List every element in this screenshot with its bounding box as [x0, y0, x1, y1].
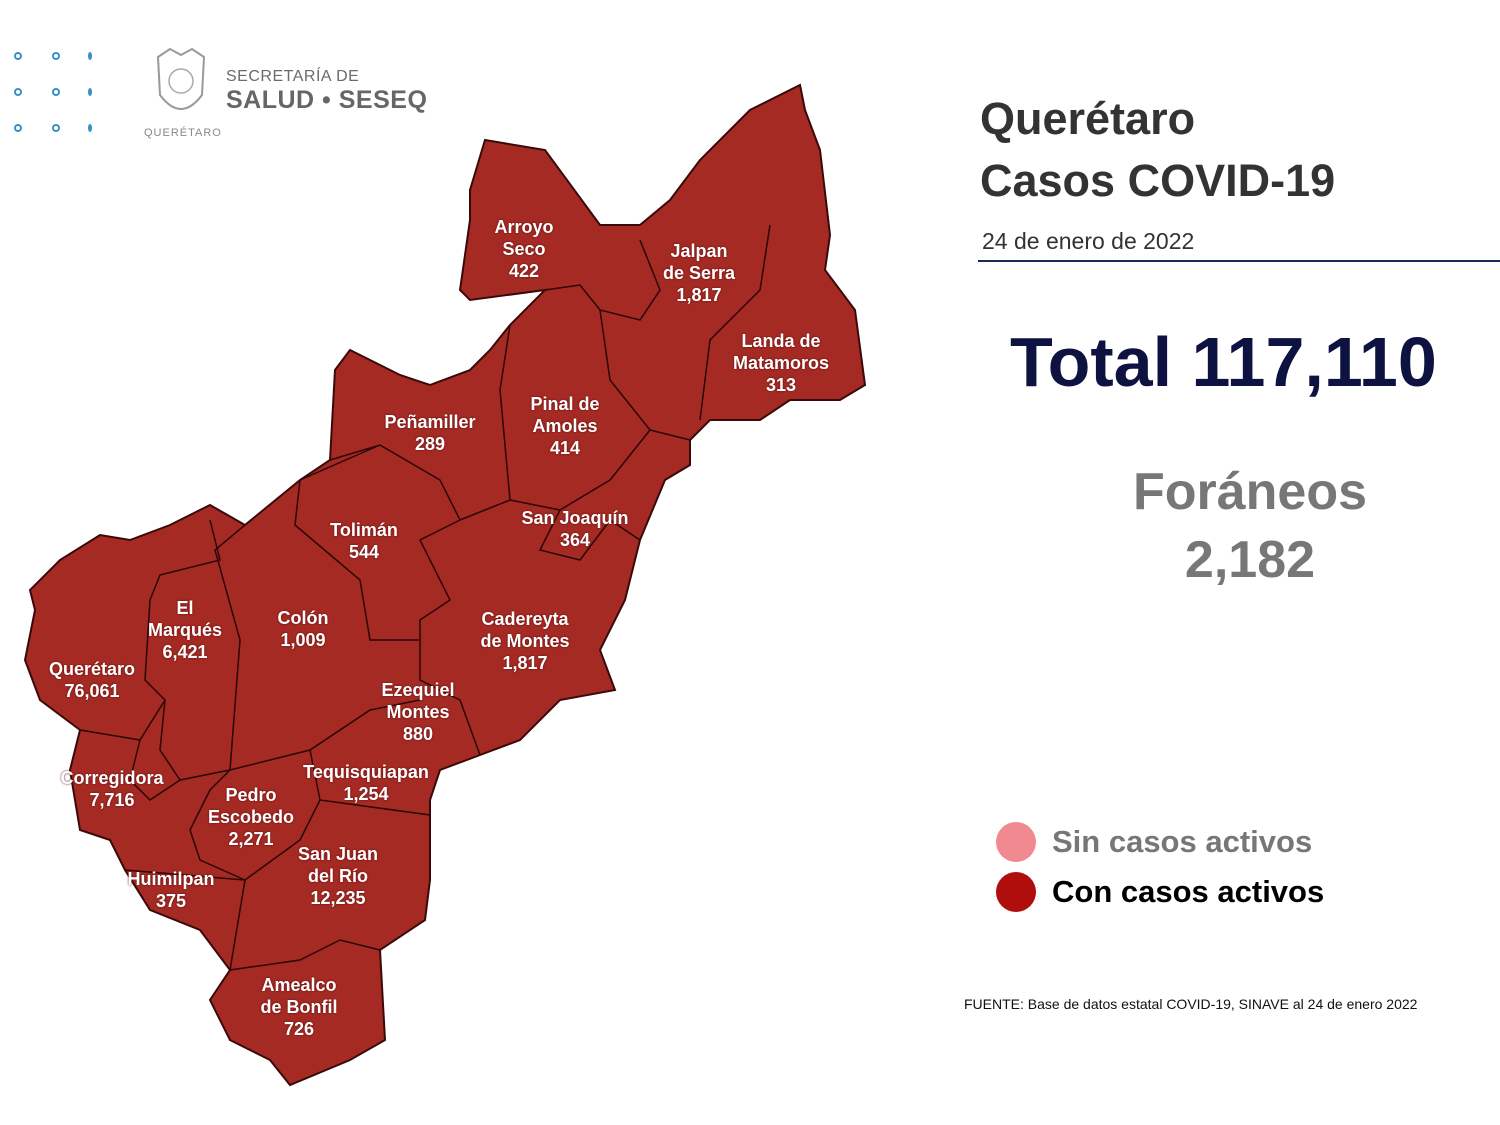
legend-item-sin-casos: Sin casos activos: [996, 822, 1312, 862]
queretaro-map: [23, 83, 867, 1087]
municipality-cases: 76,061: [64, 681, 120, 701]
municipality-cases: 414: [549, 438, 581, 458]
municipality-cases: 313: [765, 375, 797, 395]
municipality-name: Jalpan: [670, 241, 728, 261]
municipality-name: Querétaro: [48, 659, 136, 679]
title-subject: Casos COVID-19: [980, 155, 1336, 206]
legend-item-con-casos: Con casos activos: [996, 872, 1324, 912]
municipality-label: Tolimán 544: [330, 519, 398, 563]
municipality-label: Pinal de Amoles 414: [530, 393, 599, 459]
municipality-name: San Joaquín: [521, 508, 629, 528]
state-outline: [23, 83, 867, 1087]
coat-of-arms-icon: [156, 47, 206, 110]
foraneos-value: 2,182: [1184, 531, 1316, 589]
municipality-label: San Juan del Río 12,235: [298, 843, 378, 909]
municipality-name: Landa de: [741, 331, 821, 351]
municipality-cases: 1,817: [676, 285, 722, 305]
municipality-label: Huimilpan 375: [127, 868, 214, 912]
municipality-name: Seco: [502, 239, 546, 259]
logo-text-state: QUERÉTARO: [144, 127, 222, 139]
municipality-name: Escobedo: [207, 807, 295, 827]
municipality-label: Arroyo Seco 422: [494, 216, 553, 282]
municipality-cases: 7,716: [89, 790, 135, 810]
municipality-name: Arroyo: [494, 217, 554, 237]
page-title: Querétaro Casos COVID-19: [980, 88, 1335, 212]
legend-swatch-red: [996, 872, 1036, 912]
foraneos-label: Foráneos: [1132, 463, 1368, 521]
municipality-label: Pedro Escobedo 2,271: [208, 784, 294, 850]
divider: [978, 260, 1500, 262]
total-cases: Total 117,110: [1010, 323, 1437, 401]
municipality-label: Colón 1,009: [278, 607, 329, 651]
municipality-label: Ezequiel Montes 880: [381, 679, 454, 745]
municipality-label: El Marqués 6,421: [148, 597, 222, 663]
municipal-boundaries: [79, 224, 771, 971]
municipality-name: Cadereyta: [481, 609, 569, 629]
municipality-label: Corregidora 7,716: [60, 767, 163, 811]
municipality-name: Ezequiel: [381, 680, 455, 700]
decorative-dots: [12, 50, 102, 135]
title-state: Querétaro: [980, 93, 1196, 144]
municipality-name: San Juan: [297, 844, 379, 864]
municipality-cases: 880: [402, 724, 434, 744]
municipality-name: Pinal de: [530, 394, 600, 414]
municipality-name: Pedro: [225, 785, 277, 805]
municipality-cases: 289: [414, 434, 446, 454]
municipality-name: Colón: [277, 608, 329, 628]
legend-swatch-pink: [996, 822, 1036, 862]
foraneos-block: Foráneos 2,182: [1100, 458, 1400, 594]
municipality-name: del Río: [307, 866, 368, 886]
municipality-cases: 2,271: [228, 829, 274, 849]
municipality-label: Cadereyta de Montes 1,817: [480, 608, 569, 674]
municipality-cases: 544: [348, 542, 380, 562]
municipality-name: Corregidora: [60, 768, 164, 788]
municipality-label: San Joaquín 364: [521, 507, 628, 551]
municipality-name: El: [176, 598, 194, 618]
municipality-label: Querétaro 76,061: [49, 658, 135, 702]
logo-text-salud: SALUD • SESEQ: [226, 86, 428, 114]
municipality-cases: 364: [559, 530, 591, 550]
municipality-cases: 422: [508, 261, 540, 281]
municipality-name: Matamoros: [732, 353, 830, 373]
municipality-label: Landa de Matamoros 313: [733, 330, 829, 396]
municipality-cases: 375: [155, 891, 187, 911]
municipality-cases: 1,009: [280, 630, 326, 650]
source-note: FUENTE: Base de datos estatal COVID-19, …: [964, 996, 1418, 1012]
municipality-name: Marqués: [147, 620, 223, 640]
municipality-label: Tequisquiapan 1,254: [303, 761, 429, 805]
municipality-name: Montes: [386, 702, 450, 722]
legend-label: Sin casos activos: [1052, 824, 1313, 859]
municipality-name: de Bonfil: [260, 997, 338, 1017]
municipality-name: Huimilpan: [127, 869, 215, 889]
municipality-cases: 12,235: [310, 888, 366, 908]
municipality-name: Amoles: [532, 416, 598, 436]
municipality-name: Tequisquiapan: [303, 762, 429, 782]
municipality-name: de Montes: [480, 631, 570, 651]
municipality-label: Peñamiller 289: [384, 411, 475, 455]
municipality-cases: 6,421: [162, 642, 208, 662]
municipality-cases: 1,254: [343, 784, 389, 804]
municipality-label: Amealco de Bonfil 726: [261, 974, 338, 1040]
municipality-label: Jalpan de Serra 1,817: [663, 240, 735, 306]
municipality-name: Tolimán: [330, 520, 398, 540]
municipality-name: Peñamiller: [384, 412, 476, 432]
municipality-cases: 1,817: [502, 653, 548, 673]
report-date: 24 de enero de 2022: [982, 228, 1195, 254]
legend-label: Con casos activos: [1052, 874, 1325, 909]
municipality-name: de Serra: [662, 263, 736, 283]
logo-text-secretaria: SECRETARÍA DE: [226, 68, 360, 85]
municipality-cases: 726: [283, 1019, 315, 1039]
municipality-name: Amealco: [261, 975, 337, 995]
